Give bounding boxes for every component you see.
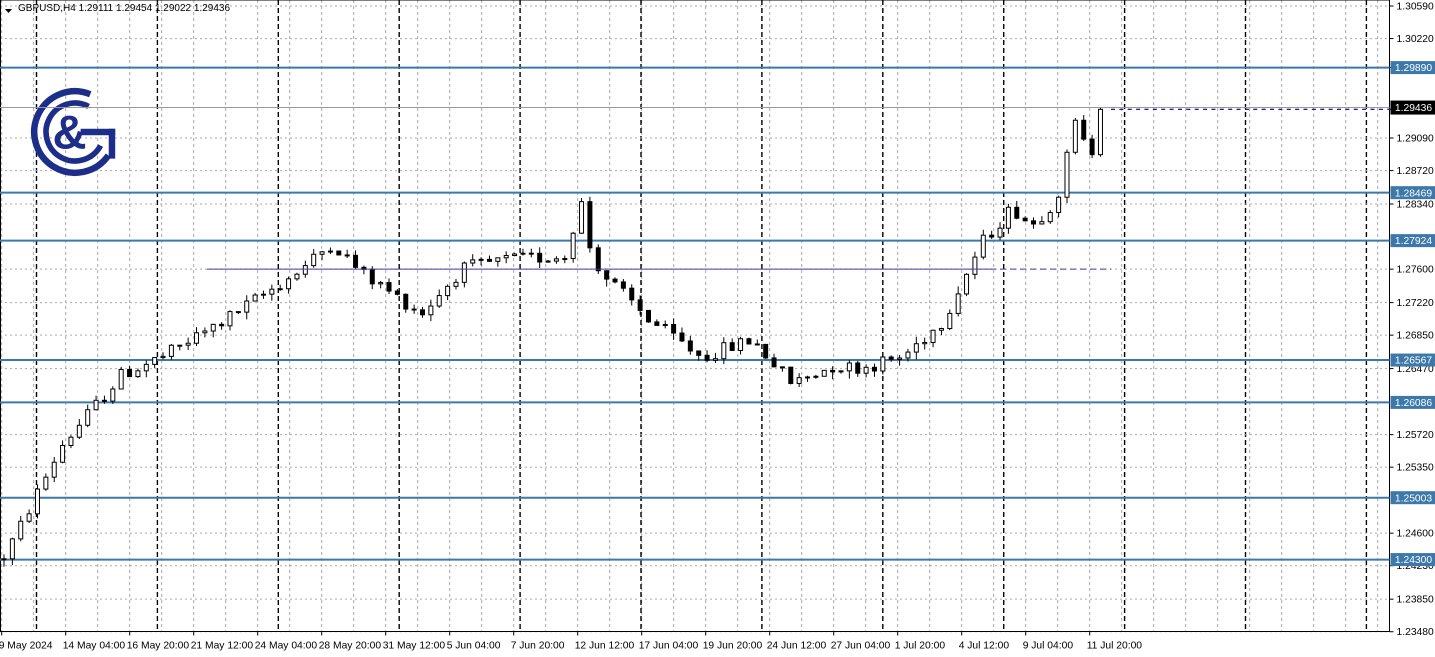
svg-text:1.28720: 1.28720 bbox=[1397, 166, 1434, 177]
svg-text:1.25003: 1.25003 bbox=[1395, 493, 1432, 504]
svg-text:9 May 2024: 9 May 2024 bbox=[0, 641, 53, 652]
svg-text:1.27924: 1.27924 bbox=[1395, 236, 1432, 247]
svg-text:1.27220: 1.27220 bbox=[1397, 298, 1434, 309]
svg-text:27 Jun 04:00: 27 Jun 04:00 bbox=[831, 641, 891, 652]
svg-text:21 May 12:00: 21 May 12:00 bbox=[191, 641, 254, 652]
svg-text:1.24300: 1.24300 bbox=[1395, 555, 1432, 566]
svg-text:1.23480: 1.23480 bbox=[1397, 627, 1434, 638]
svg-text:1.26086: 1.26086 bbox=[1395, 398, 1432, 409]
svg-text:19 Jun 20:00: 19 Jun 20:00 bbox=[703, 641, 763, 652]
svg-text:GBPUSD,H4 1.29111 1.29454 1.: GBPUSD,H4 1.29111 1.29454 1.29022 1.2943… bbox=[18, 3, 230, 14]
svg-text:12 Jun 12:00: 12 Jun 12:00 bbox=[575, 641, 635, 652]
svg-text:4 Jul 12:00: 4 Jul 12:00 bbox=[959, 641, 1010, 652]
svg-text:1.30590: 1.30590 bbox=[1397, 2, 1434, 13]
svg-text:1 Jul 20:00: 1 Jul 20:00 bbox=[895, 641, 946, 652]
svg-text:31 May 12:00: 31 May 12:00 bbox=[383, 641, 446, 652]
svg-text:1.29890: 1.29890 bbox=[1395, 63, 1432, 74]
svg-text:17 Jun 04:00: 17 Jun 04:00 bbox=[639, 641, 699, 652]
svg-text:&: & bbox=[53, 106, 87, 159]
svg-text:5 Jun 04:00: 5 Jun 04:00 bbox=[447, 641, 501, 652]
svg-text:1.23850: 1.23850 bbox=[1397, 595, 1434, 606]
svg-text:1.28469: 1.28469 bbox=[1395, 188, 1432, 199]
svg-text:1.29436: 1.29436 bbox=[1395, 103, 1432, 114]
svg-text:1.24600: 1.24600 bbox=[1397, 529, 1434, 540]
svg-text:28 May 20:00: 28 May 20:00 bbox=[319, 641, 382, 652]
svg-text:1.26850: 1.26850 bbox=[1397, 331, 1434, 342]
svg-text:7 Jun 20:00: 7 Jun 20:00 bbox=[511, 641, 565, 652]
svg-text:9 Jul 04:00: 9 Jul 04:00 bbox=[1023, 641, 1074, 652]
svg-text:1.29090: 1.29090 bbox=[1397, 134, 1434, 145]
svg-text:1.27600: 1.27600 bbox=[1397, 265, 1434, 276]
svg-text:16 May 20:00: 16 May 20:00 bbox=[127, 641, 190, 652]
svg-text:1.28340: 1.28340 bbox=[1397, 200, 1434, 211]
svg-text:1.25720: 1.25720 bbox=[1397, 430, 1434, 441]
svg-text:1.25350: 1.25350 bbox=[1397, 463, 1434, 474]
svg-text:24 May 04:00: 24 May 04:00 bbox=[255, 641, 318, 652]
svg-text:24 Jun 12:00: 24 Jun 12:00 bbox=[767, 641, 827, 652]
svg-text:14 May 04:00: 14 May 04:00 bbox=[63, 641, 126, 652]
svg-text:11 Jul 20:00: 11 Jul 20:00 bbox=[1087, 641, 1143, 652]
svg-text:1.30220: 1.30220 bbox=[1397, 34, 1434, 45]
svg-text:1.26567: 1.26567 bbox=[1395, 356, 1432, 367]
